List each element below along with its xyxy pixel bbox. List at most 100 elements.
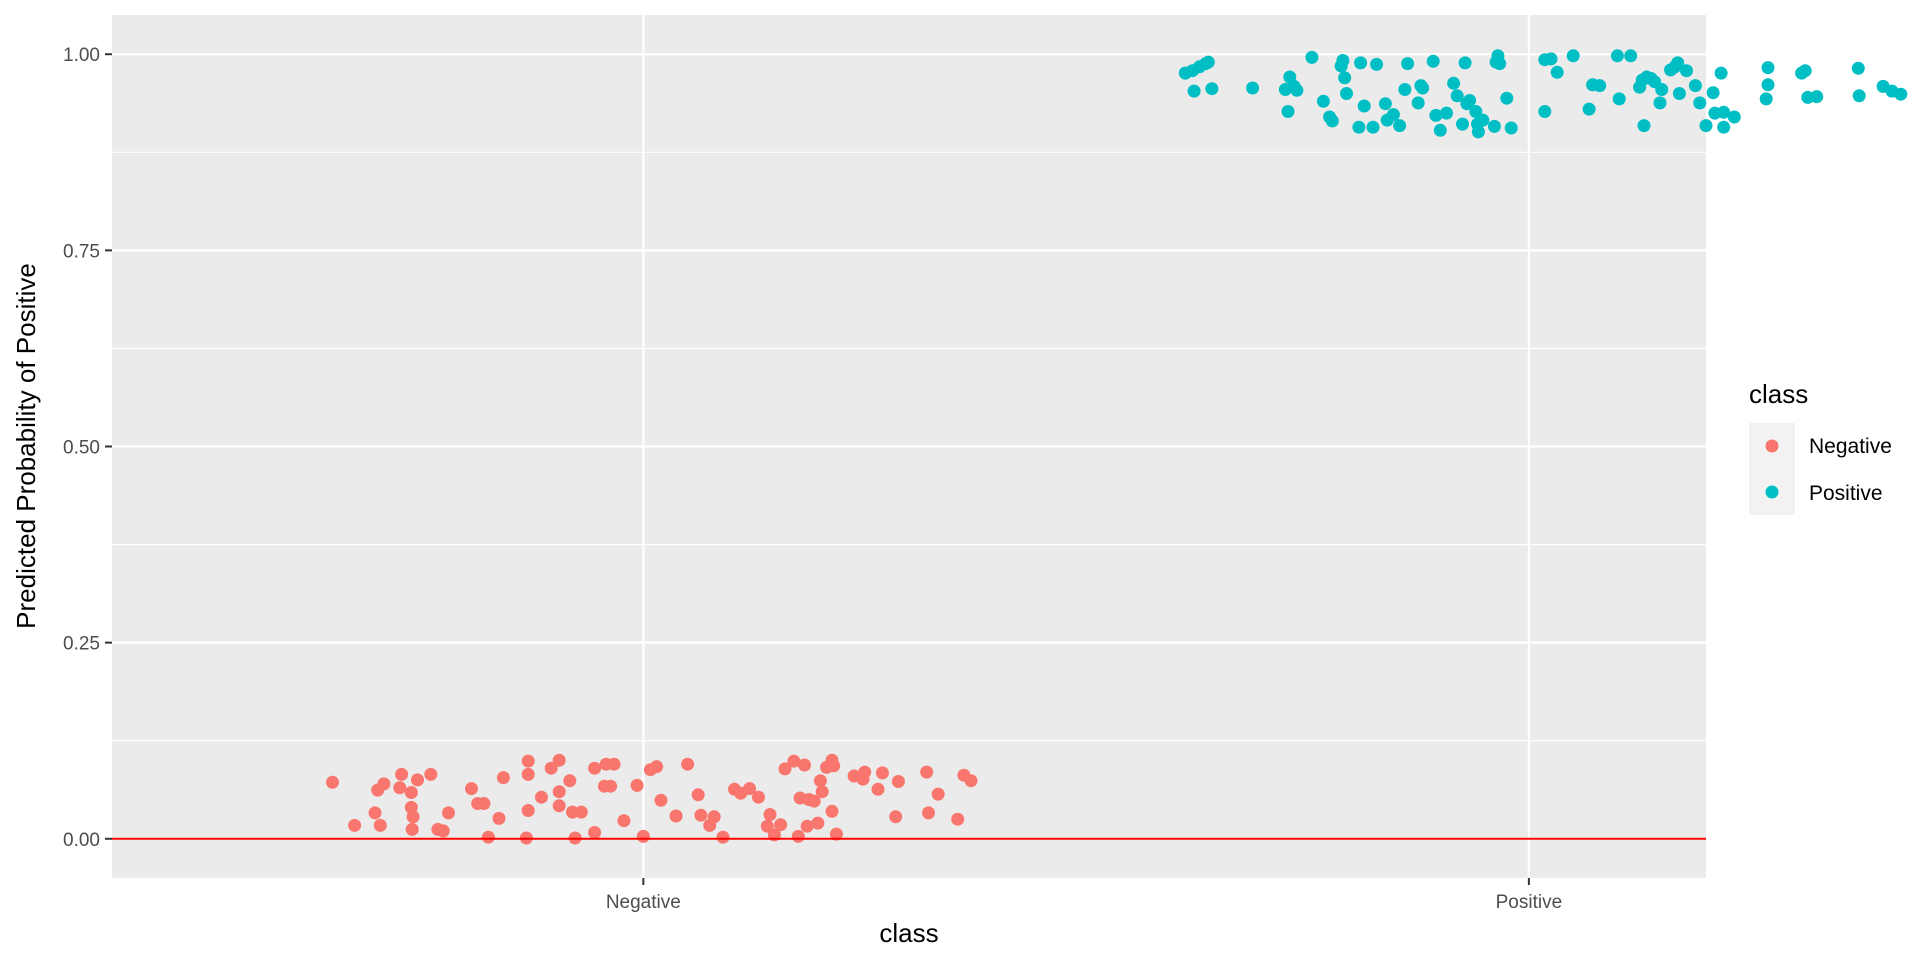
point-positive [1463,94,1477,107]
point-positive [1544,52,1558,66]
point-negative [535,790,548,804]
point-negative [920,765,934,779]
point-negative [811,816,825,830]
point-positive [1693,96,1707,110]
point-negative [574,805,588,819]
point-positive [1582,102,1596,116]
y-axis-title: Predicted Probability of Positive [11,263,41,629]
point-negative [521,804,535,817]
point-negative [825,753,839,767]
point-positive [1401,57,1415,71]
point-negative [326,775,339,789]
point-negative [377,777,391,791]
point-negative [858,765,872,779]
point-negative [521,754,535,768]
point-negative [760,819,774,833]
y-tick-label: 0.75 [63,241,100,262]
point-positive [1550,65,1564,79]
point-positive [1469,105,1483,118]
point-positive [1493,57,1507,71]
point-positive [1305,50,1319,64]
point-positive [1354,56,1368,70]
legend-key-positive [1765,485,1779,499]
point-negative [875,766,889,780]
point-positive [1393,119,1407,133]
point-positive [1386,108,1400,122]
point-positive [1429,108,1443,122]
point-positive [1672,87,1686,100]
point-positive [1624,49,1638,63]
point-negative [681,757,695,771]
point-negative [552,785,566,799]
point-negative [669,809,683,823]
y-tick-label: 0.25 [63,634,100,655]
point-positive [1717,120,1731,134]
point-positive [1851,61,1865,75]
point-positive [1717,105,1731,119]
point-negative [787,754,801,768]
point-negative [743,782,757,796]
point-negative [774,818,788,832]
point-negative [424,767,438,781]
point-positive [1487,119,1501,133]
point-positive [1612,92,1626,106]
point-negative [650,760,664,774]
point-negative [544,761,558,775]
point-positive [1456,117,1469,131]
y-axis: 0.00 0.25 0.50 0.75 1.00 [63,45,112,851]
major-gridlines [112,15,1706,878]
point-negative [707,810,721,824]
point-negative [588,761,602,775]
point-positive [1316,94,1330,108]
point-positive [1340,87,1353,100]
point-negative [716,830,730,844]
point-negative [563,774,577,788]
point-positive [1471,125,1485,139]
point-positive [1798,64,1812,78]
point-positive [1281,105,1295,118]
x-tick-label: Negative [606,892,681,913]
point-positive [1810,90,1824,104]
point-negative [829,827,843,841]
x-axis: Negative Positive [606,878,1562,913]
point-positive [1504,121,1518,135]
point-positive [1416,81,1430,95]
point-positive [1761,78,1775,92]
point-negative [931,787,945,801]
point-negative [588,826,602,839]
point-negative [404,786,418,799]
y-tick-label: 0.50 [63,438,100,459]
point-negative [763,808,777,821]
point-positive [1398,83,1412,96]
point-negative [694,808,708,822]
point-negative [813,774,827,788]
point-negative [393,781,407,795]
point-positive [1246,81,1260,95]
point-positive [1338,71,1352,85]
point-negative [951,812,965,826]
point-positive [1433,123,1447,137]
point-positive [1761,61,1775,75]
point-positive [1671,56,1685,70]
point-negative [552,799,566,813]
point-negative [800,819,814,833]
x-axis-title: class [879,918,938,948]
point-positive [1187,84,1201,98]
point-positive [1566,49,1580,63]
legend: class Negative Positive [1749,379,1892,515]
legend-key-negative [1765,439,1779,453]
y-tick-label: 1.00 [63,45,100,66]
point-positive [1336,54,1350,67]
point-negative [406,810,420,824]
point-positive [1852,89,1866,103]
point-negative [405,822,419,836]
point-negative [442,806,455,820]
legend-key-background [1749,423,1795,515]
x-tick-label: Positive [1496,892,1563,913]
point-negative [889,810,903,824]
minor-gridlines [112,151,1706,742]
point-negative [617,814,631,828]
point-negative [373,818,387,832]
point-negative [607,757,621,771]
